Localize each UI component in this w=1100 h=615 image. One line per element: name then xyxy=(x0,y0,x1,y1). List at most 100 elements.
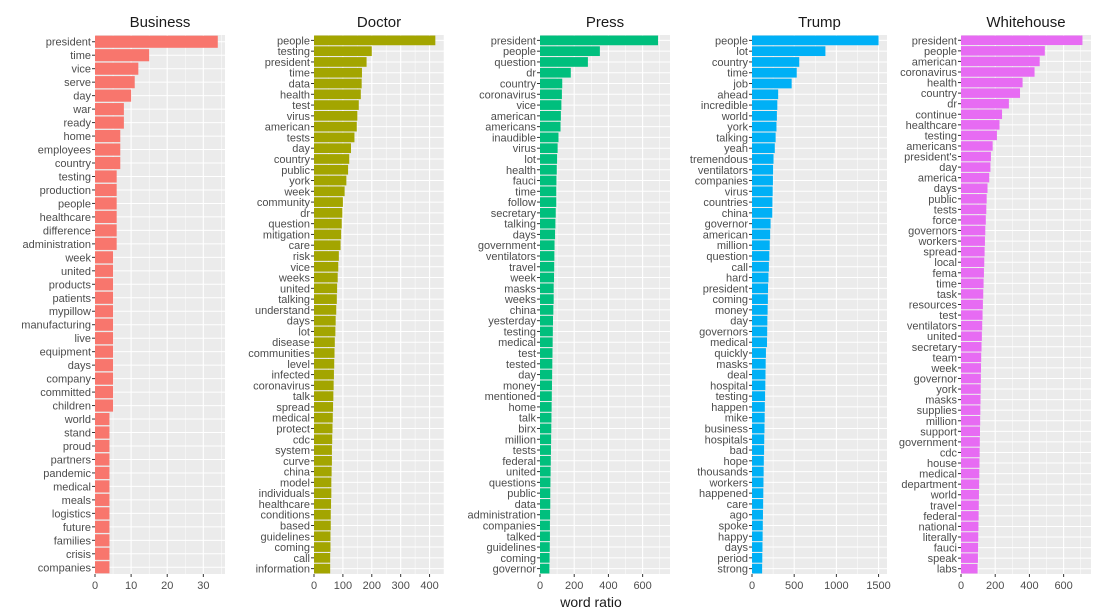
category-label: products xyxy=(49,279,92,291)
bar-vice xyxy=(540,100,562,110)
bar-time xyxy=(540,186,557,197)
bar-live xyxy=(95,332,114,345)
bar-people xyxy=(314,35,436,46)
category-label: call xyxy=(293,553,310,565)
bar-talked xyxy=(540,531,550,542)
bar-week xyxy=(95,251,114,264)
bar-business xyxy=(752,423,765,434)
category-label: week xyxy=(64,252,91,264)
panel-press: presidentpeoplequestiondrcountrycoronavi… xyxy=(468,14,670,592)
bar-ago xyxy=(752,509,763,520)
category-label: continue xyxy=(915,109,957,121)
category-label: united xyxy=(927,331,957,343)
bar-health xyxy=(314,89,361,100)
bar-labs xyxy=(961,563,978,574)
bar-million xyxy=(752,240,770,251)
bar-coronavirus xyxy=(961,67,1035,77)
category-label: mentioned xyxy=(485,391,536,403)
bar-americans xyxy=(540,121,561,132)
bar-question xyxy=(752,251,770,261)
bar-community xyxy=(314,197,343,207)
bar-million xyxy=(540,434,552,445)
bar-united xyxy=(961,331,982,341)
bar-dr xyxy=(314,208,343,218)
bar-information xyxy=(314,563,331,574)
category-label: hospital xyxy=(710,380,748,392)
category-label: china xyxy=(722,208,749,220)
bar-birx xyxy=(540,423,552,434)
bar-virus xyxy=(752,186,773,197)
category-label: families xyxy=(54,535,92,547)
category-label: happened xyxy=(699,488,748,500)
bar-american xyxy=(752,229,771,240)
category-label: days xyxy=(934,183,958,195)
category-label: virus xyxy=(725,186,749,198)
bar-secretary xyxy=(961,342,982,352)
bar-dr xyxy=(540,67,571,78)
category-label: companies xyxy=(483,520,537,532)
category-label: spread xyxy=(276,402,310,414)
bar-york xyxy=(314,175,347,186)
category-label: public xyxy=(507,488,536,500)
bar-test xyxy=(961,310,983,320)
category-label: day xyxy=(518,370,536,382)
x-tick-label: 0 xyxy=(92,580,98,592)
bar-government xyxy=(540,240,555,251)
category-label: labs xyxy=(937,564,958,576)
category-label: country xyxy=(274,154,311,166)
bar-local xyxy=(961,257,985,267)
category-label: people xyxy=(277,35,310,47)
category-label: inaudible xyxy=(492,132,536,144)
category-label: department xyxy=(901,479,957,491)
bar-data xyxy=(540,499,551,509)
bar-curve xyxy=(314,455,332,466)
bar-patients xyxy=(95,291,114,304)
bar-manufacturing xyxy=(95,318,114,331)
category-label: week xyxy=(930,363,957,375)
x-tick-label: 20 xyxy=(161,580,173,592)
category-label: ventilators xyxy=(907,321,958,333)
bar-yeah xyxy=(752,143,775,154)
category-label: task xyxy=(937,289,958,301)
category-label: day xyxy=(73,91,91,103)
bar-health xyxy=(540,164,557,175)
category-label: fema xyxy=(933,268,958,280)
category-label: travel xyxy=(509,262,536,274)
category-label: mypillow xyxy=(49,306,91,318)
x-tick-label: 0 xyxy=(749,580,755,592)
bar-masks xyxy=(961,394,981,405)
bar-question xyxy=(314,218,342,229)
bar-tests xyxy=(540,445,551,455)
category-label: ready xyxy=(63,118,91,130)
bar-serve xyxy=(95,76,135,89)
bar-coming xyxy=(314,542,331,552)
panel-title: Business xyxy=(130,14,191,31)
category-label: employees xyxy=(38,145,92,157)
category-label: crisis xyxy=(66,549,92,561)
bar-president-s xyxy=(961,151,991,162)
bar-secretary xyxy=(540,208,556,218)
category-label: public xyxy=(281,165,310,177)
bar-time xyxy=(752,67,797,78)
category-label: production xyxy=(40,185,91,197)
bar-government xyxy=(961,437,980,447)
category-label: coronavirus xyxy=(479,89,536,101)
category-label: governors xyxy=(699,326,748,338)
bar-money xyxy=(752,305,768,315)
category-label: health xyxy=(280,89,310,101)
category-label: day xyxy=(292,143,310,155)
category-label: country xyxy=(55,158,92,170)
bar-people xyxy=(540,46,600,57)
category-label: administration xyxy=(468,510,536,522)
category-label: medical xyxy=(710,337,748,349)
bar-quickly xyxy=(752,348,766,358)
bar-days xyxy=(540,229,556,240)
bar-talking xyxy=(752,132,776,143)
bar-testing xyxy=(314,46,372,57)
bar-world xyxy=(95,412,110,426)
bar-house xyxy=(961,458,980,468)
bar-resources xyxy=(961,299,983,310)
bar-based xyxy=(314,520,331,531)
category-label: coming xyxy=(501,553,536,565)
category-label: supplies xyxy=(917,405,958,417)
